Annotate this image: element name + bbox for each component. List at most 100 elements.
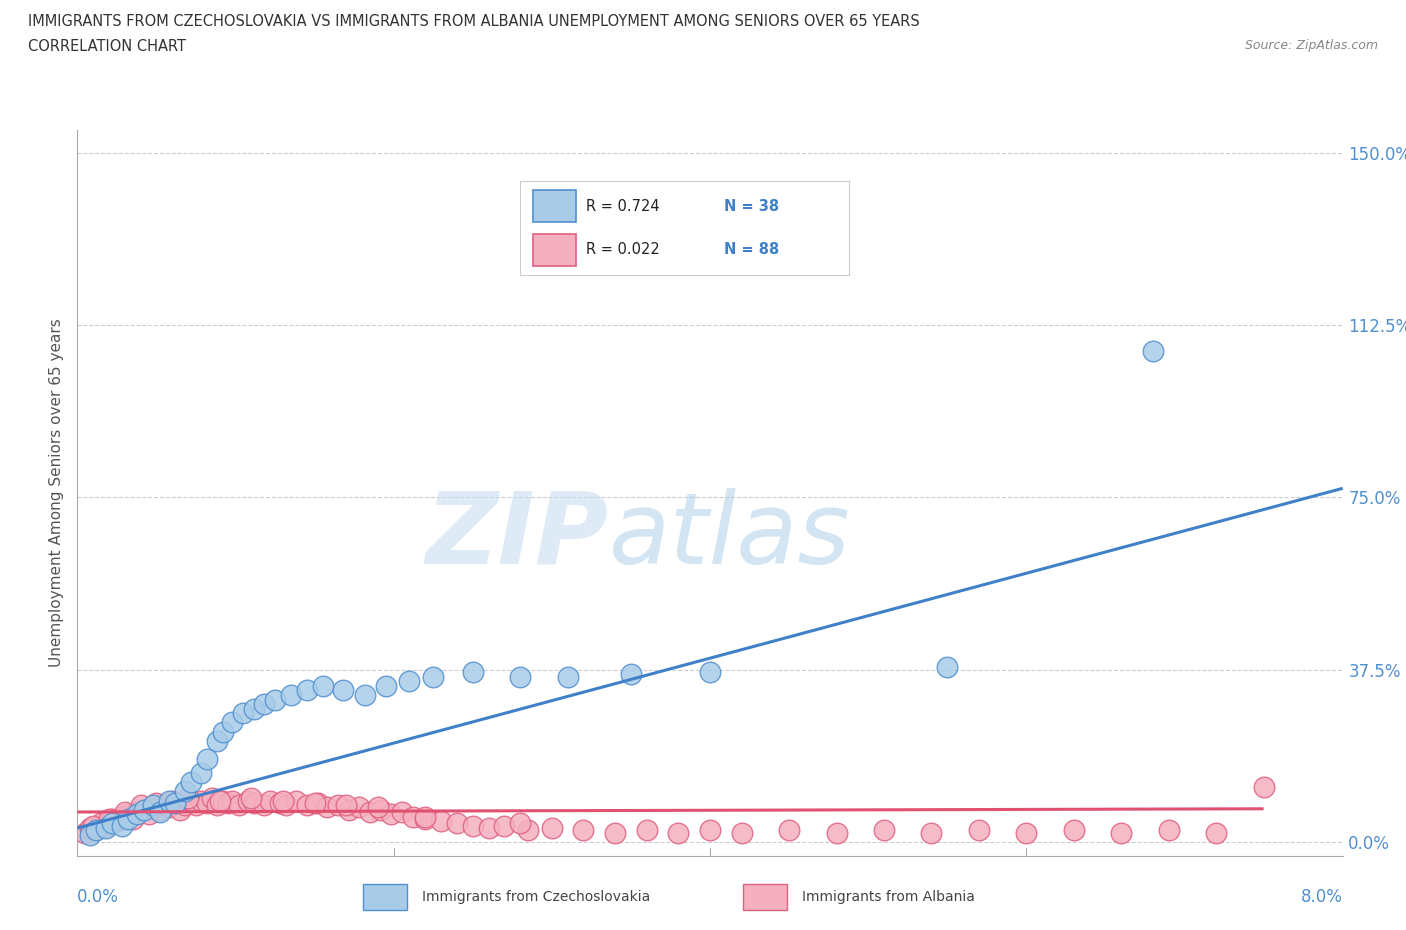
FancyBboxPatch shape xyxy=(363,884,406,910)
Point xyxy=(238,793,260,808)
Point xyxy=(105,814,128,829)
Point xyxy=(127,807,149,822)
Point xyxy=(307,795,329,810)
Point xyxy=(212,724,235,739)
Point xyxy=(572,823,595,838)
Point xyxy=(79,820,101,835)
Point xyxy=(636,823,658,838)
Point xyxy=(243,795,266,810)
Point xyxy=(142,798,165,813)
Point xyxy=(541,820,564,835)
Point xyxy=(79,828,101,843)
Point xyxy=(825,825,848,840)
Point xyxy=(121,812,143,827)
Point xyxy=(494,818,516,833)
Point xyxy=(114,804,136,819)
Point xyxy=(415,809,437,824)
Point xyxy=(347,800,370,815)
Point xyxy=(284,793,307,808)
Point xyxy=(1205,825,1227,840)
Text: N = 38: N = 38 xyxy=(724,199,779,214)
Point xyxy=(699,823,721,838)
Point xyxy=(221,715,243,730)
Point xyxy=(132,803,155,817)
Text: Immigrants from Albania: Immigrants from Albania xyxy=(801,890,974,905)
Point xyxy=(1111,825,1133,840)
Point xyxy=(190,793,212,808)
Point xyxy=(620,667,643,682)
Text: IMMIGRANTS FROM CZECHOSLOVAKIA VS IMMIGRANTS FROM ALBANIA UNEMPLOYMENT AMONG SEN: IMMIGRANTS FROM CZECHOSLOVAKIA VS IMMIGR… xyxy=(28,14,920,29)
Y-axis label: Unemployment Among Seniors over 65 years: Unemployment Among Seniors over 65 years xyxy=(49,319,65,668)
Text: R = 0.724: R = 0.724 xyxy=(586,199,659,214)
Point xyxy=(205,734,228,749)
Point xyxy=(111,809,132,824)
Point xyxy=(157,800,180,815)
Point xyxy=(316,800,339,815)
Point xyxy=(295,798,318,813)
FancyBboxPatch shape xyxy=(744,884,787,910)
Point xyxy=(221,793,243,808)
Point xyxy=(873,823,896,838)
Point xyxy=(668,825,690,840)
Point xyxy=(149,804,172,819)
Point xyxy=(117,807,139,822)
Point xyxy=(101,816,124,830)
Point xyxy=(205,798,228,813)
Point xyxy=(311,678,333,693)
Point xyxy=(354,687,377,702)
Point xyxy=(370,803,392,817)
Point xyxy=(1142,343,1164,358)
Point xyxy=(461,665,484,680)
Text: Immigrants from Czechoslovakia: Immigrants from Czechoslovakia xyxy=(422,890,650,905)
Point xyxy=(180,793,202,808)
Point xyxy=(374,678,396,693)
Text: N = 88: N = 88 xyxy=(724,243,779,258)
Point xyxy=(509,669,531,684)
Point xyxy=(217,795,239,810)
Point xyxy=(98,812,120,827)
Point xyxy=(195,751,218,766)
Point xyxy=(243,701,266,716)
Point xyxy=(398,673,420,688)
Point xyxy=(367,800,389,815)
Point xyxy=(142,800,165,815)
Point xyxy=(169,803,191,817)
Point xyxy=(190,765,212,780)
Point xyxy=(228,798,250,813)
Text: CORRELATION CHART: CORRELATION CHART xyxy=(28,39,186,54)
Point xyxy=(127,804,149,819)
Point xyxy=(271,793,294,808)
Point xyxy=(195,795,218,810)
Point xyxy=(253,798,276,813)
Point xyxy=(731,825,754,840)
Point xyxy=(264,692,287,707)
Point xyxy=(111,818,132,833)
Point xyxy=(149,803,172,817)
Point xyxy=(201,790,224,805)
Point xyxy=(391,804,413,819)
Point xyxy=(328,798,350,813)
Point xyxy=(557,669,579,684)
Point xyxy=(430,814,453,829)
Point xyxy=(174,798,197,813)
Point xyxy=(145,795,167,810)
Point xyxy=(180,775,202,790)
Point xyxy=(75,825,97,840)
Point xyxy=(402,809,425,824)
Point xyxy=(478,820,501,835)
Point xyxy=(232,706,254,721)
Point xyxy=(339,803,361,817)
Point xyxy=(967,823,990,838)
Point xyxy=(129,798,152,813)
Text: atlas: atlas xyxy=(609,488,851,585)
Point xyxy=(461,818,484,833)
Point xyxy=(240,790,263,805)
Point xyxy=(153,798,176,813)
Point xyxy=(82,818,104,833)
Text: ZIP: ZIP xyxy=(426,488,609,585)
Point xyxy=(101,812,124,827)
Point xyxy=(86,823,108,838)
Text: R = 0.022: R = 0.022 xyxy=(586,243,659,258)
Point xyxy=(253,697,276,711)
Point xyxy=(184,798,207,813)
